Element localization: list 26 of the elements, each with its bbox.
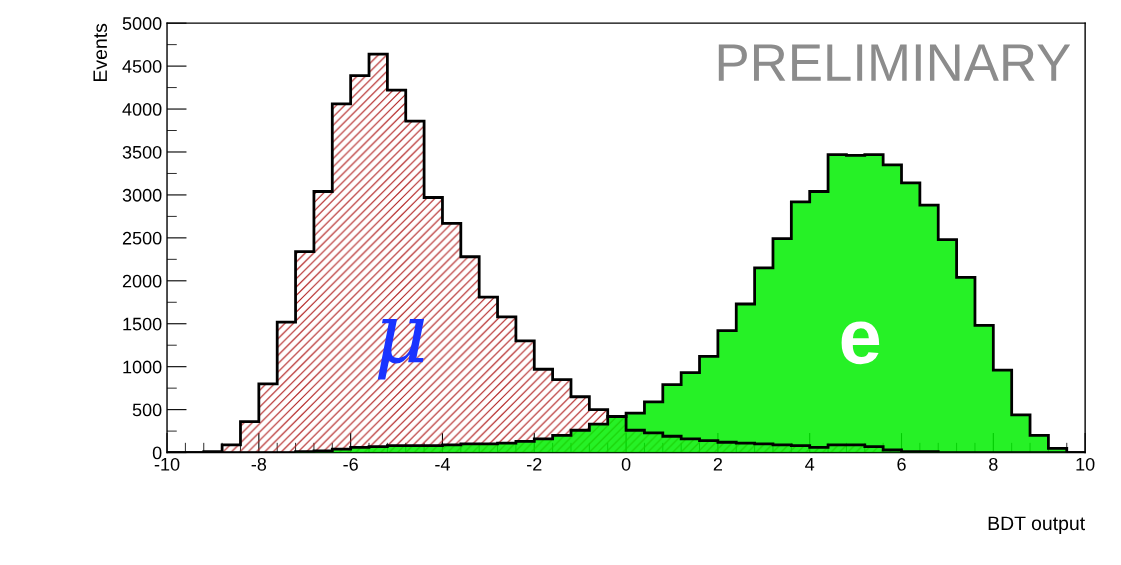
y-tick-label: 4500 xyxy=(122,60,162,73)
y-tick-label: 500 xyxy=(132,403,162,417)
x-tick-label: 2 xyxy=(713,457,722,471)
y-tick-label: 3000 xyxy=(122,188,162,202)
x-tick-label: 0 xyxy=(621,457,631,471)
x-tick-label: 6 xyxy=(897,457,906,471)
x-tick-label: -4 xyxy=(435,458,450,471)
y-axis-title: Events xyxy=(93,23,108,82)
x-tick-label: 10 xyxy=(1076,457,1095,471)
annotation: PRELIMINARY xyxy=(718,44,1071,81)
series-label: e xyxy=(841,321,880,365)
x-axis-title: BDT output xyxy=(988,516,1085,535)
y-tick-label: 3500 xyxy=(122,145,162,159)
x-tick-label: 4 xyxy=(805,458,815,471)
y-tick-label: 0 xyxy=(152,446,162,460)
y-tick-label: 5000 xyxy=(122,17,162,30)
x-tick-label: 8 xyxy=(989,457,998,471)
x-tick-label: -10 xyxy=(154,457,180,471)
y-tick-label: 2500 xyxy=(122,231,162,245)
x-tick-label: -8 xyxy=(251,457,267,471)
x-tick-label: -6 xyxy=(343,457,358,471)
y-tick-label: 1000 xyxy=(123,360,162,374)
y-tick-label: 4000 xyxy=(122,102,162,116)
y-tick-label: 1500 xyxy=(123,317,162,331)
y-tick-label: 2000 xyxy=(122,274,162,288)
x-tick-label: -2 xyxy=(527,457,542,471)
